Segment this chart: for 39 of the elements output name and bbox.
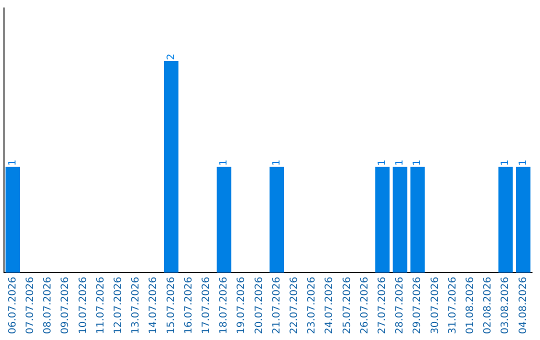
- x-tick-label: 02.08.2026: [482, 276, 494, 334]
- x-tick-label: 15.07.2026: [166, 276, 177, 334]
- x-tick-label: 16.07.2026: [183, 276, 194, 334]
- x-tick-label: 11.07.2026: [95, 276, 106, 334]
- data-label: 1: [500, 159, 512, 166]
- x-tick-label: 20.07.2026: [254, 276, 265, 334]
- data-label: 1: [218, 159, 230, 166]
- x-tick-label: 27.07.2026: [376, 276, 388, 334]
- x-tick-label: 24.07.2026: [324, 276, 336, 334]
- data-label: 1: [518, 159, 529, 166]
- x-tick-label: 22.07.2026: [288, 276, 300, 334]
- data-label: 1: [376, 159, 388, 166]
- data-label: 1: [7, 159, 18, 166]
- x-tick-label: 31.07.2026: [447, 276, 458, 334]
- x-tick-label: 25.07.2026: [342, 276, 353, 334]
- x-tick-label: 09.07.2026: [60, 276, 72, 334]
- x-tick-label: 21.07.2026: [271, 276, 282, 334]
- x-tick-label: 29.07.2026: [412, 276, 424, 334]
- x-tick-label: 01.08.2026: [464, 276, 476, 334]
- x-tick-label: 26.07.2026: [359, 276, 370, 334]
- x-tick-label: 03.08.2026: [500, 276, 512, 334]
- x-tick-label: 30.07.2026: [430, 276, 441, 334]
- x-tick-label: 08.07.2026: [42, 276, 54, 334]
- x-tick-label: 12.07.2026: [112, 276, 124, 334]
- x-tick-label: 04.08.2026: [518, 276, 529, 334]
- x-tick-label: 19.07.2026: [236, 276, 248, 334]
- x-tick-label: 06.07.2026: [7, 276, 18, 334]
- data-label: 1: [412, 159, 424, 166]
- data-label: 1: [394, 159, 406, 166]
- x-tick-label: 23.07.2026: [306, 276, 318, 334]
- x-tick-label: 10.07.2026: [78, 276, 89, 334]
- x-tick-label: 17.07.2026: [200, 276, 212, 334]
- x-tick-label: 18.07.2026: [218, 276, 230, 334]
- x-tick-label: 28.07.2026: [394, 276, 406, 334]
- x-tick-label: 14.07.2026: [148, 276, 160, 334]
- data-label: 1: [271, 159, 282, 166]
- x-tick-label: 13.07.2026: [130, 276, 142, 334]
- x-tick-label: 07.07.2026: [24, 276, 36, 334]
- data-label: 2: [166, 54, 177, 60]
